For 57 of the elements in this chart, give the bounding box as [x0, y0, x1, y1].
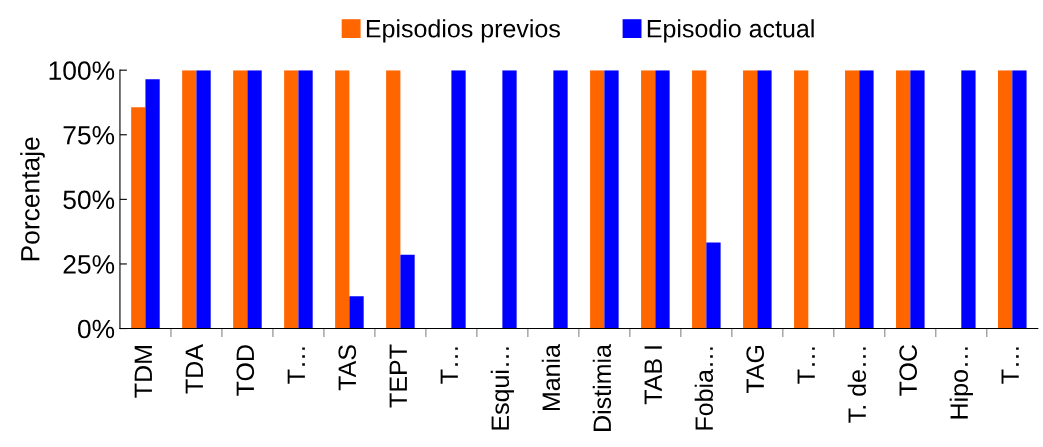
x-tick-label: Distimia: [592, 344, 612, 431]
bar: [910, 70, 925, 329]
bar: [604, 70, 619, 329]
bar: [247, 70, 262, 329]
bar: [706, 242, 721, 329]
bar: [590, 70, 605, 329]
bar: [131, 107, 146, 329]
bar: [196, 70, 211, 329]
legend-label: Episodio actual: [647, 19, 814, 43]
bar: [502, 70, 517, 329]
x-tick-label: TAS: [338, 345, 357, 391]
bar: [743, 70, 758, 329]
x-tick-label: T…: [440, 347, 458, 384]
x-tick-label: TOD: [236, 345, 255, 396]
y-axis-title: Porcentaje: [20, 137, 45, 261]
x-tick-label: Mania: [541, 344, 561, 411]
bar: [335, 70, 350, 329]
bar: [998, 70, 1013, 329]
bar: [961, 70, 976, 329]
x-tick-label: TDM: [134, 346, 152, 398]
x-tick-label: T…: [287, 347, 305, 384]
bar: [400, 254, 415, 329]
y-tick-label: 25%: [63, 255, 115, 274]
bar: [349, 296, 364, 329]
legend-label: Episodios previos: [366, 19, 560, 43]
bar: [641, 70, 656, 329]
x-tick-label: TDA: [185, 344, 203, 394]
y-tick-label: 100%: [49, 61, 115, 80]
bar: [182, 70, 197, 329]
y-tick-label: 0%: [77, 319, 115, 339]
bar: [233, 70, 248, 329]
bar: [145, 79, 160, 329]
bar: [692, 70, 707, 329]
x-tick-label: T…: [797, 347, 815, 384]
bar: [655, 70, 670, 329]
x-tick-label: Fobia…: [694, 347, 714, 430]
bar: [451, 70, 466, 329]
bar: [794, 70, 809, 329]
x-tick-label: TOC: [899, 345, 918, 396]
x-tick-label: TAG: [746, 345, 765, 394]
bar: [298, 70, 313, 329]
bar: [859, 70, 874, 329]
x-tick-label: Hipo…: [949, 347, 973, 419]
bar: [386, 70, 401, 329]
x-tick-label: T. de…: [847, 347, 867, 423]
bar: [284, 70, 299, 329]
y-tick-label: 75%: [63, 126, 115, 145]
x-tick-label: T…: [1001, 347, 1019, 384]
y-tick-label: 50%: [63, 190, 115, 210]
bar: [553, 70, 568, 329]
bar: [896, 70, 911, 329]
bar: [1012, 70, 1027, 329]
bar: [757, 70, 772, 329]
x-tick-label: TEPT: [389, 344, 407, 408]
bar: [845, 70, 860, 329]
x-tick-label: Esqui…: [490, 347, 515, 430]
x-tick-label: TAB I: [644, 346, 662, 405]
